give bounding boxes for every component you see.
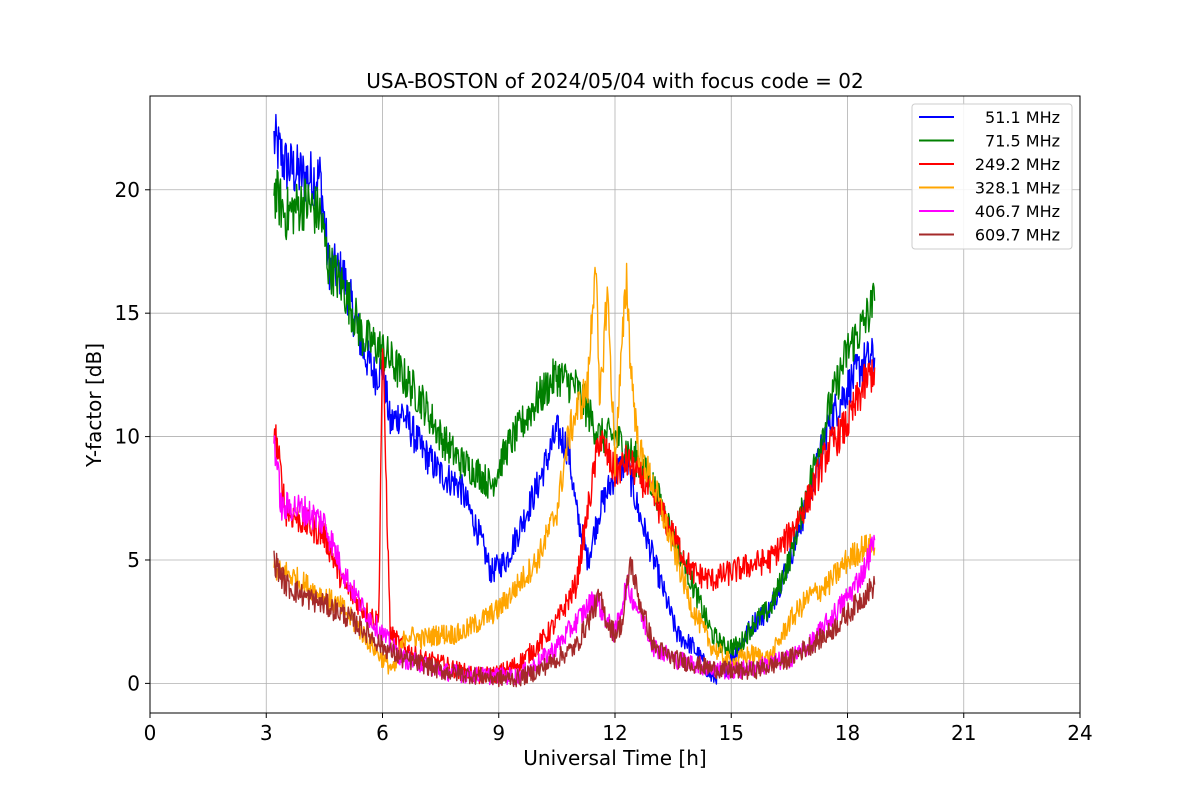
axis-ticks: 0 3 6 9 12 15 18 21 24 0 5 10 15 20 [115,178,1093,745]
x-axis-label: Universal Time [h] [523,746,706,770]
x-tick-label: 15 [719,721,744,745]
x-tick-label: 12 [602,721,627,745]
legend: 51.1 MHz 71.5 MHz 249.2 MHz 328.1 MHz 406.7 … [911,103,1073,250]
y-tick-label: 5 [127,548,140,572]
x-tick-label: 3 [260,721,273,745]
series-group [273,113,876,688]
series-line-5 [273,550,876,688]
legend-label: 249.2 MHz [975,155,1060,174]
x-tick-label: 18 [835,721,860,745]
y-tick-label: 0 [127,671,140,695]
x-tick-label: 24 [1067,721,1092,745]
series-line-0 [273,113,876,685]
y-axis-label: Y-factor [dB] [82,343,106,468]
x-tick-label: 21 [951,721,976,745]
y-tick-label: 15 [115,301,140,325]
y-tick-label: 20 [115,178,140,202]
legend-label: 406.7 MHz [975,202,1060,221]
y-tick-label: 10 [115,425,140,449]
series-line-1 [273,169,876,657]
legend-label: 328.1 MHz [975,179,1060,198]
legend-label: 609.7 MHz [975,226,1060,245]
x-tick-label: 9 [492,721,505,745]
x-tick-label: 6 [376,721,389,745]
chart-title: USA-BOSTON of 2024/05/04 with focus code… [366,69,863,93]
x-tick-label: 0 [144,721,157,745]
legend-label: 71.5 MHz [985,132,1060,151]
legend-label: 51.1 MHz [985,108,1060,127]
